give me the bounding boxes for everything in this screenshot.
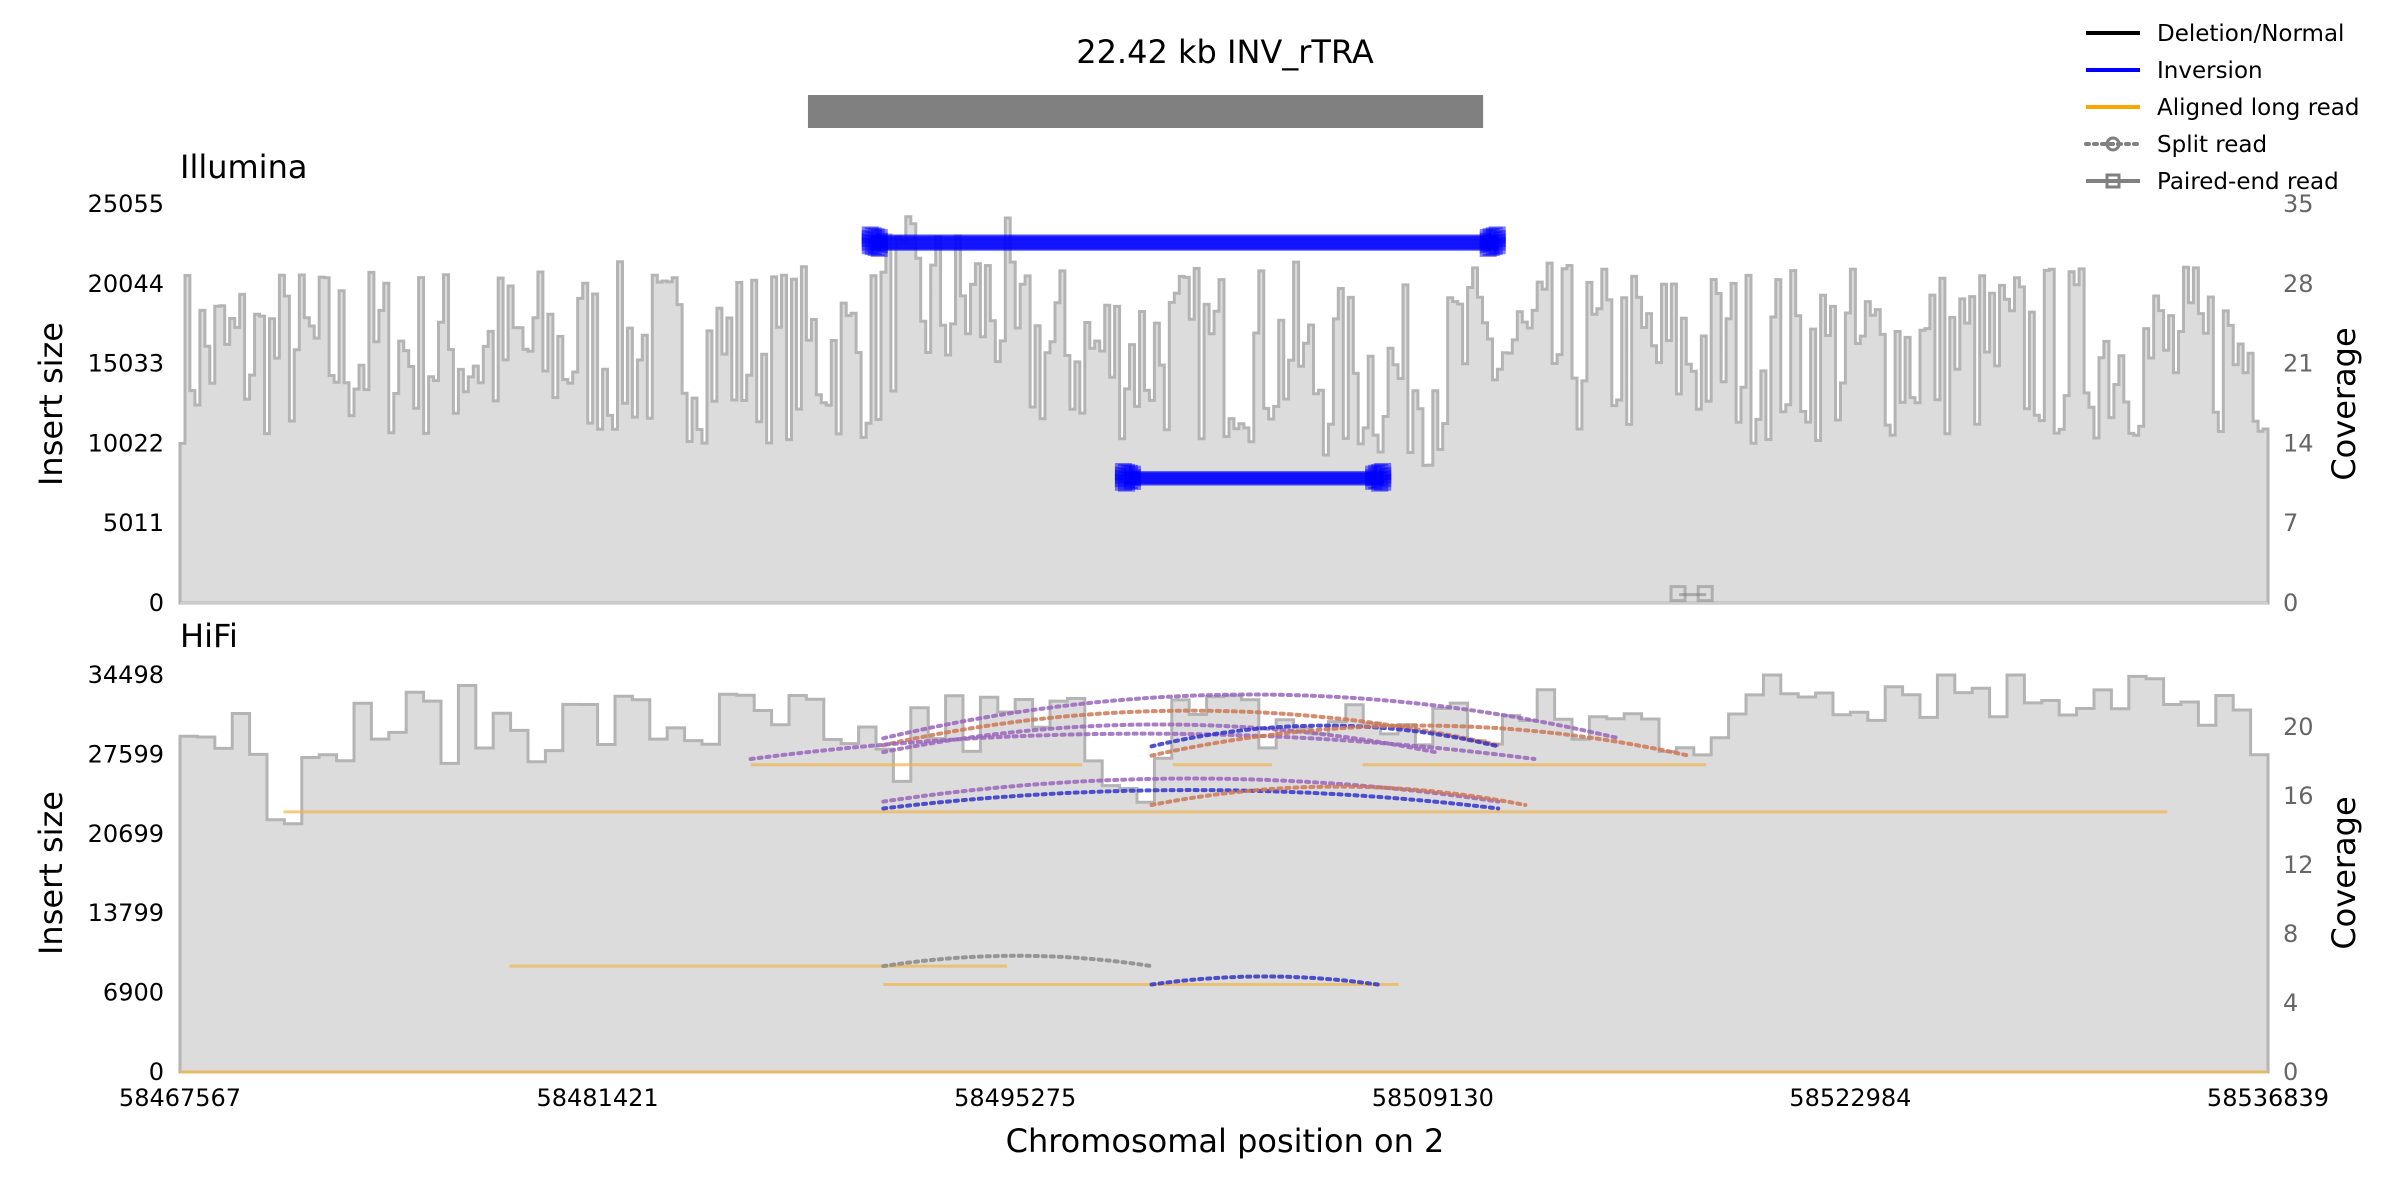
y-tick-label: 13799 [88, 899, 164, 927]
y-tick-label: 20044 [88, 270, 164, 298]
hifi-y2-ticks: 0 4 8 12 16 20 [2283, 713, 2314, 1086]
x-tick-label: 58509130 [1372, 1084, 1494, 1112]
hifi-y2-label: Coverage [2325, 796, 2363, 949]
y-tick-label: 7 [2283, 509, 2298, 537]
y-tick-label: 12 [2283, 851, 2314, 879]
y-tick-label: 10022 [88, 429, 164, 457]
illumina-reads [861, 226, 1714, 603]
illumina-y-label: Insert size [32, 322, 70, 486]
y-tick-label: 25055 [88, 190, 164, 218]
hifi-y-label: Insert size [32, 791, 70, 955]
y-tick-label: 28 [2283, 270, 2314, 298]
illumina-panel-title: Illumina [180, 148, 307, 186]
x-axis-label: Chromosomal position on 2 [1006, 1122, 1445, 1160]
split-read-arc [1149, 723, 1691, 758]
illumina-coverage [178, 215, 2270, 605]
paired-end-read-bundle [1669, 585, 1714, 603]
hifi-x-ticks: 58467567 58481421 58495275 58509130 58522984… [119, 1084, 2329, 1112]
y-tick-label: 0 [149, 589, 164, 617]
split-read-arc [881, 788, 1501, 811]
legend-label: Inversion [2157, 58, 2263, 84]
coverage-track [178, 215, 2270, 605]
y-tick-label: 20699 [88, 820, 164, 848]
split-read-arc [881, 953, 1154, 969]
x-tick-label: 58481421 [537, 1084, 659, 1112]
y-tick-label: 14 [2283, 429, 2314, 457]
hifi-y-ticks: 0 6900 13799 20699 27599 34498 [88, 661, 164, 1086]
split-read-arc [1149, 723, 1501, 749]
split-read-arc [748, 731, 1537, 761]
sv-interval-bar [807, 95, 1484, 128]
paired-end-read-bundle [1114, 462, 1392, 492]
y-tick-label: 0 [149, 1058, 164, 1086]
y-tick-label: 21 [2283, 350, 2314, 378]
y-tick-label: 6900 [103, 979, 164, 1007]
y-tick-label: 8 [2283, 920, 2298, 948]
y-tick-label: 34498 [88, 661, 164, 689]
illumina-y2-ticks: 0 7 14 21 28 35 [2283, 190, 2314, 617]
split-read-arc [881, 776, 1501, 804]
legend-label: Aligned long read [2157, 95, 2360, 121]
legend-label: Deletion/Normal [2157, 21, 2344, 47]
legend-item: Deletion/Normal [2086, 21, 2344, 47]
legend-item: Split read [2084, 132, 2267, 158]
split-read-arc [1149, 784, 1528, 808]
hifi-panel-title: HiFi [180, 617, 238, 655]
legend: Deletion/Normal Inversion Aligned long rea… [2084, 21, 2360, 195]
split-read-arc [881, 708, 1501, 748]
y-tick-label: 16 [2283, 782, 2314, 810]
x-tick-label: 58522984 [1789, 1084, 1911, 1112]
y-tick-label: 4 [2283, 989, 2298, 1017]
legend-label: Split read [2157, 132, 2267, 158]
legend-item: Inversion [2086, 58, 2263, 84]
illumina-y2-label: Coverage [2325, 327, 2363, 480]
y-tick-label: 20 [2283, 713, 2314, 741]
legend-item: Paired-end read [2086, 169, 2339, 195]
split-read-arc [1149, 974, 1380, 987]
y-tick-label: 0 [2283, 589, 2298, 617]
x-tick-label: 58467567 [119, 1084, 241, 1112]
legend-item: Aligned long read [2086, 95, 2360, 121]
y-tick-label: 35 [2283, 190, 2314, 218]
x-tick-label: 58536839 [2207, 1084, 2329, 1112]
y-tick-label: 0 [2283, 1058, 2298, 1086]
legend-label: Paired-end read [2157, 169, 2339, 195]
y-tick-label: 27599 [88, 740, 164, 768]
split-read-arc [881, 692, 1621, 741]
y-tick-label: 5011 [103, 509, 164, 537]
chart-title: 22.42 kb INV_rTRA [1076, 33, 1374, 71]
paired-end-read-bundle [861, 226, 1506, 257]
illumina-y-ticks: 0 5011 10022 15033 20044 25055 [88, 190, 164, 617]
x-tick-label: 58495275 [954, 1084, 1076, 1112]
y-tick-label: 15033 [88, 350, 164, 378]
hifi-reads [283, 692, 2168, 987]
